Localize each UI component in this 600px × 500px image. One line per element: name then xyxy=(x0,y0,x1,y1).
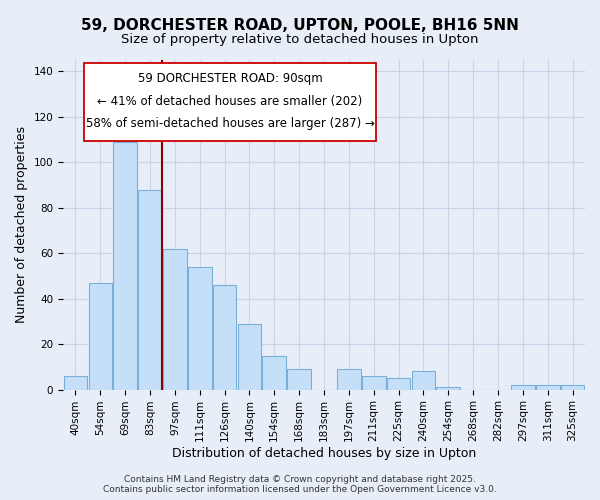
Bar xyxy=(511,385,535,390)
Bar xyxy=(113,142,137,390)
Bar xyxy=(387,378,410,390)
Bar xyxy=(287,369,311,390)
Bar xyxy=(188,267,212,390)
Text: 58% of semi-detached houses are larger (287) →: 58% of semi-detached houses are larger (… xyxy=(86,117,374,130)
Bar xyxy=(213,285,236,390)
Bar xyxy=(238,324,261,390)
Bar xyxy=(412,372,435,390)
Bar xyxy=(436,388,460,390)
Text: Contains HM Land Registry data © Crown copyright and database right 2025.: Contains HM Land Registry data © Crown c… xyxy=(124,474,476,484)
Bar xyxy=(337,369,361,390)
FancyBboxPatch shape xyxy=(84,64,376,141)
Text: ← 41% of detached houses are smaller (202): ← 41% of detached houses are smaller (20… xyxy=(97,94,362,108)
Bar xyxy=(536,385,560,390)
Bar xyxy=(262,356,286,390)
Y-axis label: Number of detached properties: Number of detached properties xyxy=(15,126,28,324)
Text: Contains public sector information licensed under the Open Government Licence v3: Contains public sector information licen… xyxy=(103,485,497,494)
X-axis label: Distribution of detached houses by size in Upton: Distribution of detached houses by size … xyxy=(172,447,476,460)
Text: 59, DORCHESTER ROAD, UPTON, POOLE, BH16 5NN: 59, DORCHESTER ROAD, UPTON, POOLE, BH16 … xyxy=(81,18,519,32)
Text: Size of property relative to detached houses in Upton: Size of property relative to detached ho… xyxy=(121,32,479,46)
Bar xyxy=(138,190,162,390)
Text: 59 DORCHESTER ROAD: 90sqm: 59 DORCHESTER ROAD: 90sqm xyxy=(137,72,322,85)
Bar xyxy=(561,385,584,390)
Bar xyxy=(163,248,187,390)
Bar xyxy=(64,376,87,390)
Bar xyxy=(362,376,386,390)
Bar xyxy=(89,283,112,390)
